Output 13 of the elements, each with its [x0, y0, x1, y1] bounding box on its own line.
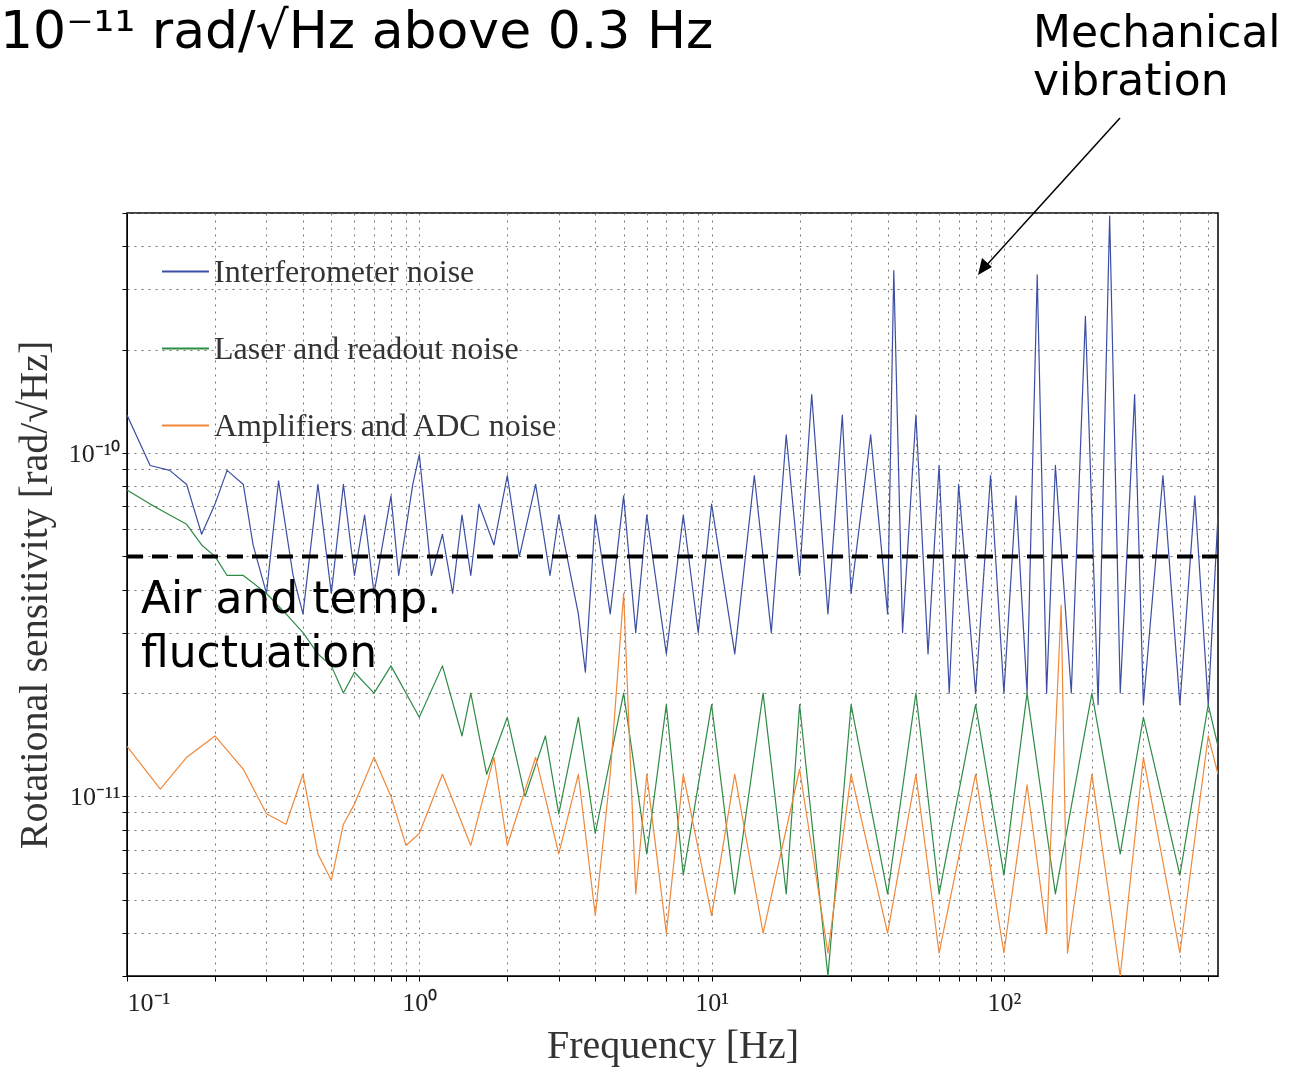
y-tick-label: 10⁻¹¹ [69, 781, 121, 811]
y-axis-title: Rotational sensitivity [rad/√Hz] [10, 340, 56, 850]
x-tick-label: 10⁻¹ [127, 987, 171, 1017]
x-tick-label: 10¹ [695, 987, 730, 1017]
legend-label: Laser and readout noise [214, 329, 519, 366]
text: Mechanical vibration [1033, 6, 1281, 106]
x-axis-title: Frequency [Hz] [546, 1021, 800, 1067]
x-tick-label: 10⁰ [402, 987, 438, 1017]
x-tick-label: 10² [987, 987, 1022, 1017]
legend-label: Interferometer noise [214, 252, 475, 289]
legend-label: Amplifiers and ADC noise [214, 406, 557, 443]
y-tick-label: 10⁻¹⁰ [68, 438, 121, 468]
chart-title: 10⁻¹¹ rad/√Hz above 0.3 Hz [0, 0, 714, 60]
